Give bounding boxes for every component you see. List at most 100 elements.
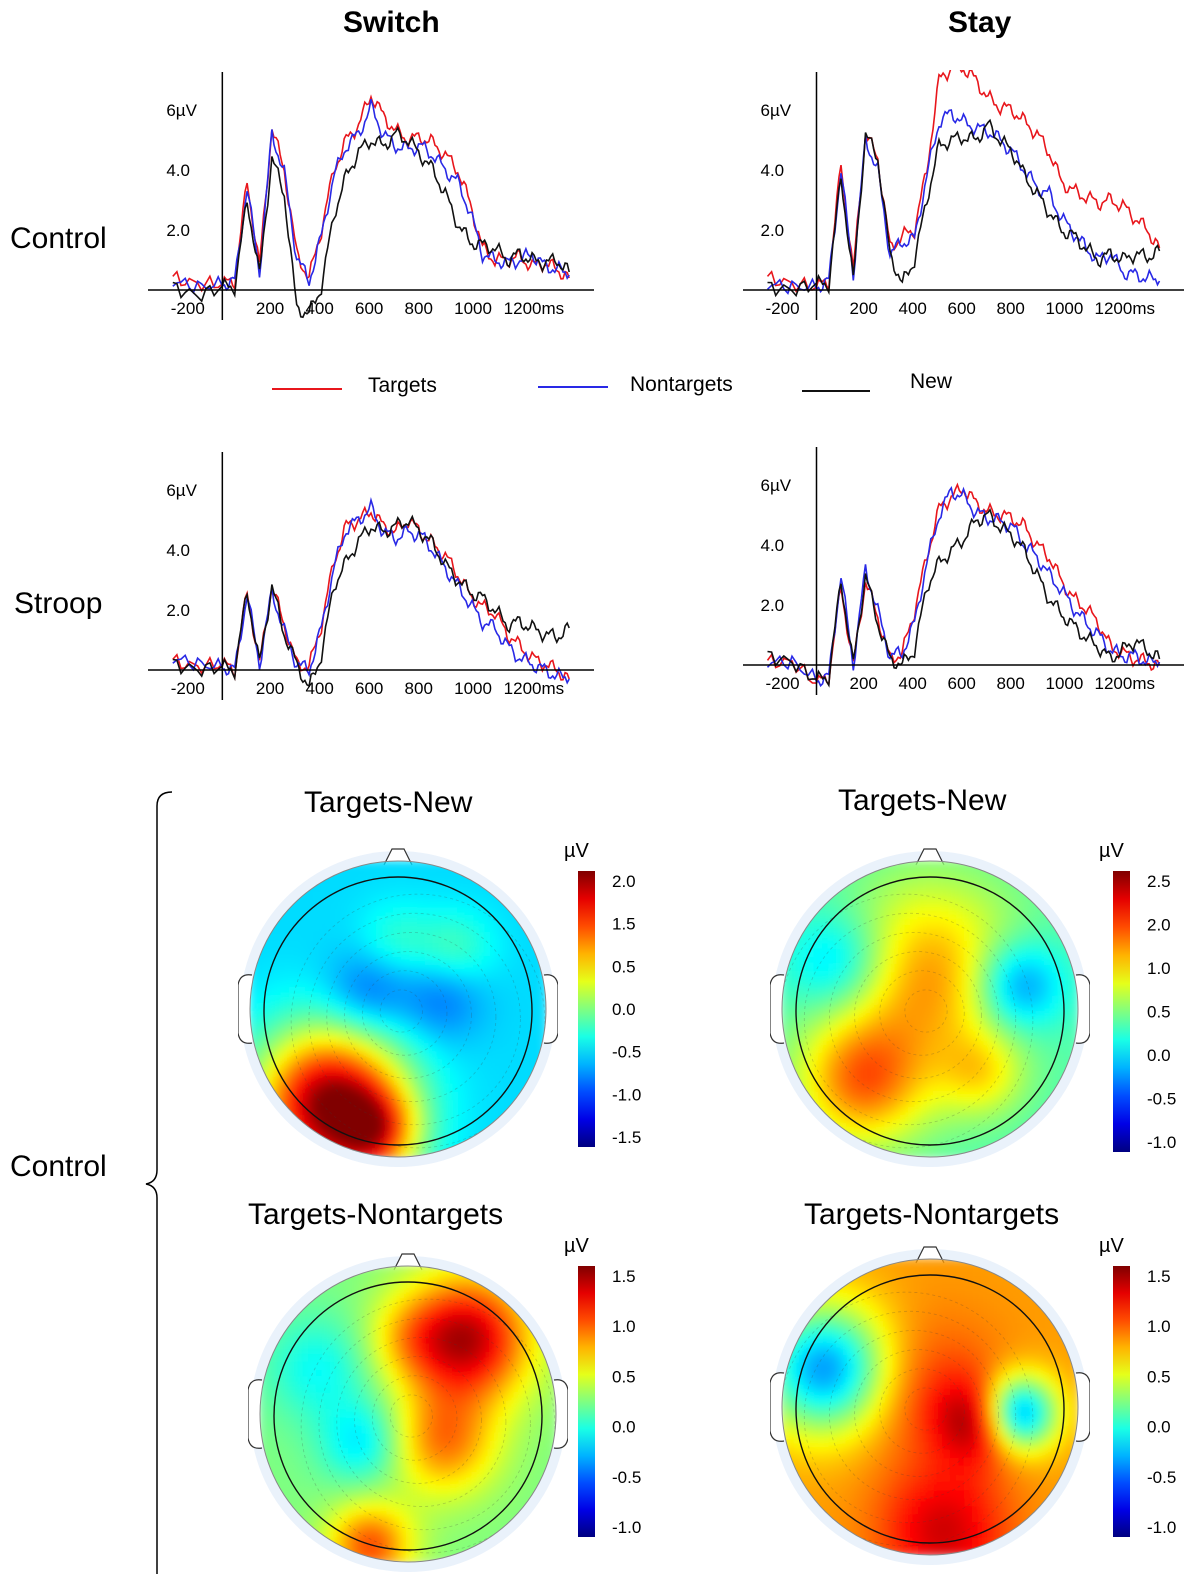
colorbar-tick-label: 0.5 [1147, 1367, 1171, 1386]
x-tick-label: 800 [997, 299, 1025, 318]
x-tick-label: 200 [850, 299, 878, 318]
colorbar-tick-label: 2.0 [612, 872, 636, 891]
topo-title-targets-nontargets-switch: Targets-Nontargets [248, 1198, 503, 1232]
row-label-stroop: Stroop [14, 587, 102, 621]
x-tick-label: 1000 [1046, 674, 1084, 693]
topo-title-targets-new-switch: Targets-New [304, 786, 472, 820]
colorbar-unit: µV [564, 1235, 590, 1257]
x-tick-label: 400 [899, 299, 927, 318]
y-tick-label: 2.0 [761, 221, 785, 240]
x-tick-label: 400 [899, 674, 927, 693]
erp-line-nontargets [173, 500, 569, 683]
colorbar-tick-label: -1.0 [612, 1085, 641, 1104]
colorbar-tick-label: 2.5 [1147, 872, 1171, 891]
topo-title-targets-nontargets-stay: Targets-Nontargets [804, 1198, 1059, 1232]
colorbar-tick-label: 0.0 [612, 1000, 636, 1019]
colorbar-tick-label: -0.5 [612, 1043, 641, 1062]
x-tick-label: 600 [355, 679, 383, 698]
colorbar-tick-label: 0.0 [612, 1418, 636, 1437]
x-tick-label: -200 [766, 674, 800, 693]
topo-title-targets-new-stay: Targets-New [838, 784, 1006, 818]
colorbar-targets-new-stay: µV2.52.01.00.50.0-0.5-1.0 [1095, 835, 1191, 1160]
x-tick-label: 800 [405, 299, 433, 318]
row-label-control: Control [10, 222, 107, 256]
column-title-stay: Stay [948, 6, 1011, 40]
colorbar-tick-label: 1.5 [612, 1267, 636, 1286]
x-tick-label: 1200ms [504, 299, 564, 318]
erp-line-targets [173, 508, 569, 680]
erp-line-new [173, 128, 569, 317]
x-tick-label: 1200ms [1095, 674, 1155, 693]
colorbar-gradient [578, 1266, 595, 1537]
colorbar-tick-label: 0.5 [612, 957, 636, 976]
colorbar-tick-label: -1.0 [612, 1518, 641, 1537]
colorbar-tick-label: 0.5 [1147, 1003, 1171, 1022]
legend-swatch-nontargets [538, 386, 608, 388]
y-tick-label: 2.0 [166, 221, 190, 240]
erp-line-new [768, 510, 1160, 685]
x-tick-label: 200 [256, 679, 284, 698]
colorbar-unit: µV [1099, 1235, 1125, 1257]
legend-label-targets: Targets [368, 374, 437, 398]
colorbar-gradient [578, 871, 595, 1147]
x-tick-label: 1200ms [1095, 299, 1155, 318]
colorbar-tick-label: -1.0 [1147, 1133, 1176, 1152]
legend-swatch-new [802, 390, 870, 392]
x-tick-label: 1200ms [504, 679, 564, 698]
y-tick-label: 6µV [166, 101, 197, 120]
topomap-targets-new-switch [238, 840, 558, 1170]
y-tick-label: 6µV [166, 481, 197, 500]
column-title-switch: Switch [343, 6, 440, 40]
x-tick-label: 600 [948, 674, 976, 693]
colorbar-tick-label: 1.0 [612, 1317, 636, 1336]
x-tick-label: 1000 [454, 299, 492, 318]
colorbar-tick-label: 1.0 [1147, 1317, 1171, 1336]
y-tick-label: 6µV [761, 476, 792, 495]
colorbar-unit: µV [564, 840, 590, 862]
y-tick-label: 4.0 [166, 161, 190, 180]
colorbar-tick-label: -1.0 [1147, 1518, 1176, 1537]
colorbar-tick-label: -0.5 [612, 1468, 641, 1487]
x-tick-label: -200 [171, 679, 205, 698]
topomap-targets-new-stay [770, 840, 1090, 1170]
group-bracket [140, 790, 180, 1574]
topomap-targets-nontargets-stay [770, 1232, 1090, 1574]
colorbar-tick-label: -1.5 [612, 1128, 641, 1147]
erp-chart-control-stay: 2.0 4.0 6µV -200 200 400 600 800 1000 1200ms [735, 70, 1190, 325]
x-tick-label: 1000 [1046, 299, 1084, 318]
x-tick-label: 600 [355, 299, 383, 318]
x-tick-label: 1000 [454, 679, 492, 698]
colorbar-targets-nontargets-stay: µV1.51.00.50.0-0.5-1.0 [1095, 1230, 1191, 1545]
colorbar-tick-label: 1.5 [1147, 1267, 1171, 1286]
colorbar-gradient [1113, 871, 1130, 1152]
row-label-control-topo: Control [10, 1150, 107, 1184]
x-tick-label: 400 [305, 679, 333, 698]
erp-line-targets [768, 70, 1160, 291]
colorbar-tick-label: 1.0 [1147, 959, 1171, 978]
colorbar-tick-label: -0.5 [1147, 1090, 1176, 1109]
x-tick-label: -200 [766, 299, 800, 318]
y-tick-label: 2.0 [166, 601, 190, 620]
erp-line-new [173, 517, 569, 687]
legend: Targets Nontargets New [272, 372, 992, 404]
colorbar-targets-nontargets-switch: µV 1.5 1.0 0.5 0.0 -0.5 -1.0 [560, 1230, 650, 1545]
legend-label-new: New [910, 370, 952, 394]
x-tick-label: 800 [997, 674, 1025, 693]
colorbar-tick-label: 0.0 [1147, 1046, 1171, 1065]
x-tick-label: 800 [405, 679, 433, 698]
y-tick-label: 2.0 [761, 596, 785, 615]
colorbar-gradient [1113, 1266, 1130, 1537]
x-tick-label: 200 [850, 674, 878, 693]
colorbar-tick-label: 2.0 [1147, 916, 1171, 935]
y-tick-label: 4.0 [761, 161, 785, 180]
colorbar-tick-label: 1.5 [612, 915, 636, 934]
x-tick-label: 600 [948, 299, 976, 318]
colorbar-tick-label: 0.5 [612, 1367, 636, 1386]
x-tick-label: 400 [305, 299, 333, 318]
y-tick-label: 6µV [761, 101, 792, 120]
x-tick-label: 200 [256, 299, 284, 318]
y-tick-label: 4.0 [166, 541, 190, 560]
legend-label-nontargets: Nontargets [630, 373, 733, 397]
